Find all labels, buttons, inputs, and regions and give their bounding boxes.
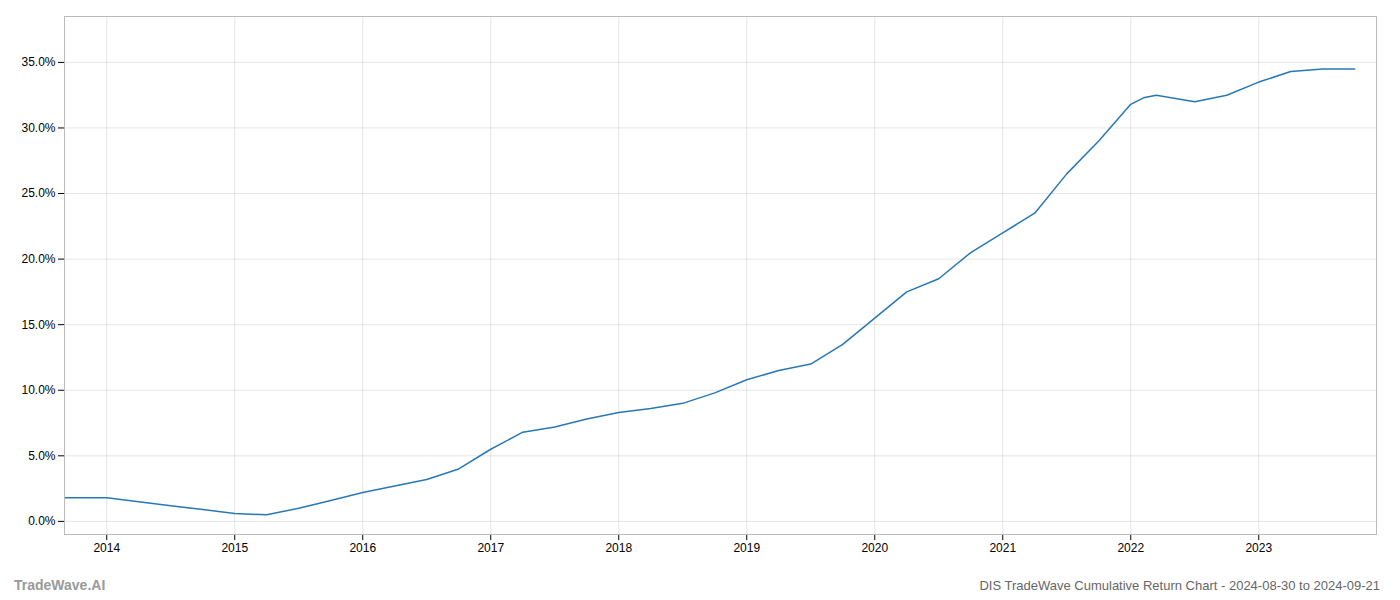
- svg-text:2015: 2015: [221, 541, 248, 555]
- svg-text:2022: 2022: [1117, 541, 1144, 555]
- svg-text:10.0%: 10.0%: [21, 383, 55, 397]
- svg-text:2019: 2019: [733, 541, 760, 555]
- svg-text:5.0%: 5.0%: [28, 449, 56, 463]
- svg-text:2023: 2023: [1245, 541, 1272, 555]
- svg-text:2017: 2017: [477, 541, 504, 555]
- svg-text:2016: 2016: [349, 541, 376, 555]
- svg-text:35.0%: 35.0%: [21, 55, 55, 69]
- svg-text:20.0%: 20.0%: [21, 252, 55, 266]
- svg-text:2014: 2014: [93, 541, 120, 555]
- svg-text:25.0%: 25.0%: [21, 186, 55, 200]
- svg-text:2020: 2020: [861, 541, 888, 555]
- html-text:DIS TradeWave Cumulative Retur: DIS TradeWave Cumulative Return Chart - …: [979, 577, 1380, 593]
- svg-text:0.0%: 0.0%: [28, 514, 56, 528]
- svg-text:15.0%: 15.0%: [21, 318, 55, 332]
- svg-text:2018: 2018: [605, 541, 632, 555]
- svg-text:2021: 2021: [989, 541, 1016, 555]
- svg-text:30.0%: 30.0%: [21, 121, 55, 135]
- html-text:TradeWave.AI: TradeWave.AI: [14, 577, 106, 593]
